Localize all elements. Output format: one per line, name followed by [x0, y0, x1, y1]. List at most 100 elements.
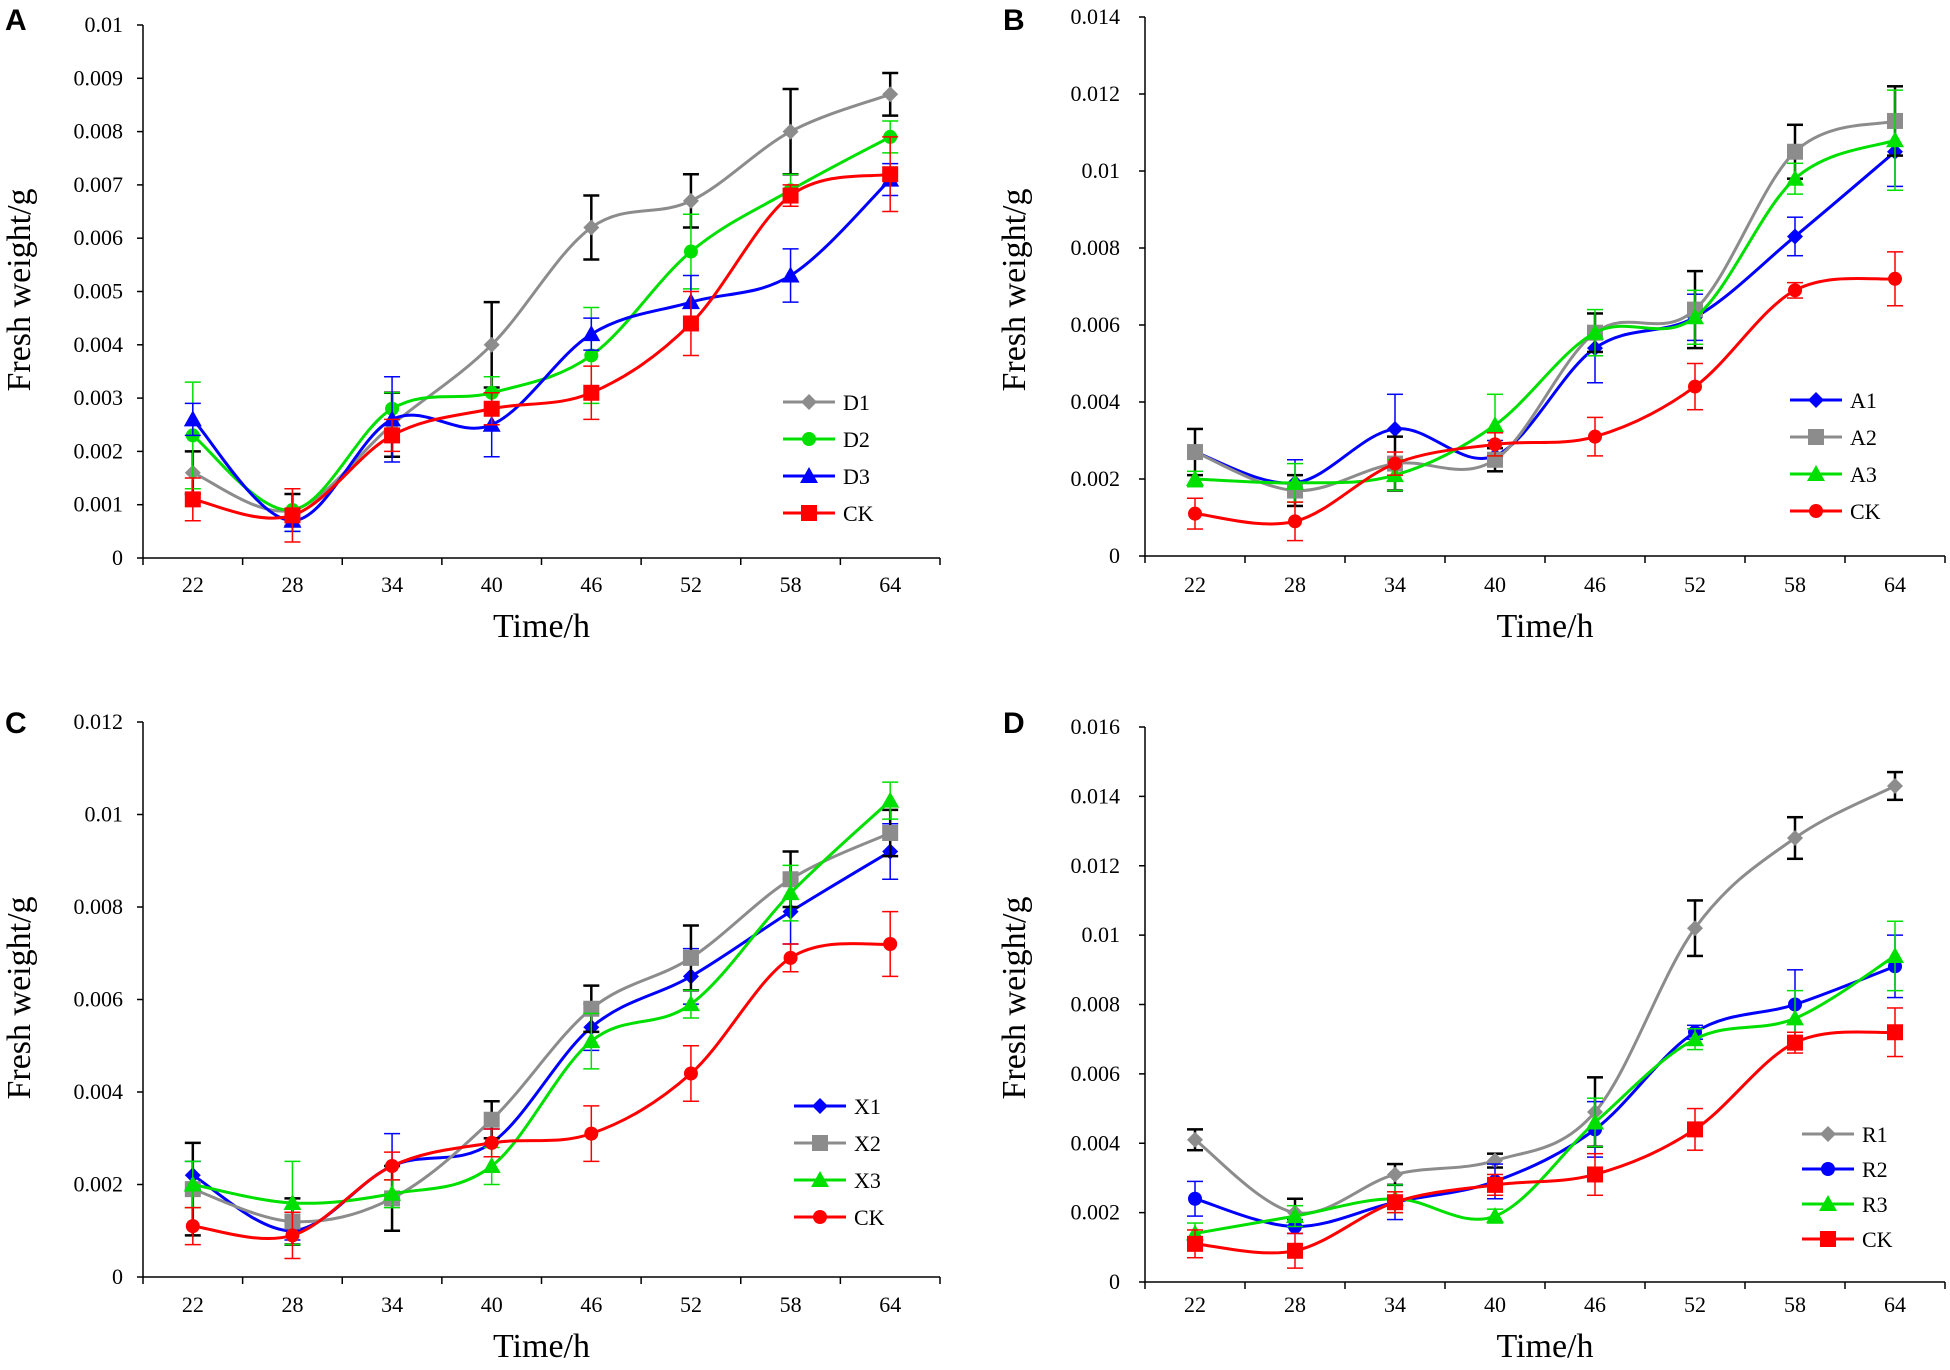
- x-tick-label: 34: [1384, 572, 1406, 597]
- x-tick-label: 22: [182, 572, 204, 597]
- data-point: [781, 884, 800, 901]
- data-point: [1587, 1166, 1603, 1183]
- legend-label: CK: [854, 1205, 885, 1230]
- x-tick-label: 52: [680, 1292, 702, 1317]
- data-point: [783, 950, 798, 965]
- y-tick-label: 0.004: [74, 1079, 124, 1104]
- x-tick-label: 46: [580, 1292, 602, 1317]
- x-tick-label: 40: [481, 572, 503, 597]
- series-line: [1194, 964, 1896, 1229]
- data-point: [1887, 1024, 1903, 1041]
- y-tick-label: 0.016: [1071, 714, 1121, 739]
- series-line: [192, 172, 891, 520]
- legend-entry: A3: [1790, 462, 1877, 487]
- series-line: [1194, 138, 1896, 485]
- series-a3: [1186, 89, 1904, 503]
- y-tick-label: 0.014: [1071, 783, 1121, 808]
- x-tick-label: 22: [182, 1292, 204, 1317]
- series-line: [1194, 119, 1896, 493]
- legend-entry: CK: [783, 501, 874, 526]
- y-tick-label: 0.004: [1071, 389, 1121, 414]
- data-point: [682, 949, 699, 966]
- data-point: [582, 325, 601, 342]
- data-point: [883, 937, 898, 951]
- legend-marker: [801, 505, 817, 521]
- legend-label: D3: [843, 464, 870, 489]
- data-point: [683, 244, 698, 259]
- y-axis-title: Fresh weight/g: [1, 896, 38, 1099]
- x-tick-label: 46: [580, 572, 602, 597]
- data-point: [1687, 920, 1703, 937]
- data-point: [1187, 1235, 1203, 1252]
- series-x3: [183, 781, 900, 1246]
- y-tick-label: 0.001: [74, 492, 124, 517]
- data-point: [1787, 1034, 1803, 1051]
- legend-entry: D1: [783, 390, 870, 415]
- x-tick-label: 22: [1184, 572, 1206, 597]
- legend-entry: R3: [1802, 1192, 1888, 1217]
- chart-panel-c: C 0 0.002 0.004 0.006 0.008 0.01 0.012 22 28 34 40 4…: [1, 707, 941, 1365]
- data-point: [683, 1066, 698, 1081]
- x-tick-label: 28: [1284, 1292, 1306, 1317]
- data-point: [1288, 514, 1302, 529]
- x-axis-title: Time/h: [493, 608, 590, 645]
- legend-label: CK: [843, 501, 874, 526]
- x-tick-label: 40: [1484, 572, 1506, 597]
- data-point: [681, 995, 700, 1012]
- legend-marker: [802, 432, 816, 446]
- data-point: [1387, 1194, 1403, 1211]
- y-tick-label: 0.006: [1071, 1061, 1121, 1086]
- data-point: [1287, 1242, 1303, 1259]
- legend-entry: A2: [1790, 425, 1877, 450]
- data-point: [782, 187, 799, 204]
- data-point: [1886, 946, 1904, 963]
- data-point: [483, 1111, 500, 1128]
- data-point: [383, 1184, 402, 1201]
- legend-entry: A1: [1790, 388, 1877, 413]
- data-point: [1186, 470, 1204, 486]
- x-tick-label: 64: [1884, 572, 1906, 597]
- data-point: [183, 410, 202, 427]
- series-line: [192, 850, 891, 1233]
- y-tick-label: 0.002: [1071, 466, 1121, 491]
- x-tick-label: 58: [780, 1292, 802, 1317]
- x-tick-label: 46: [1584, 1292, 1606, 1317]
- series-line: [1194, 276, 1896, 526]
- legend-marker: [811, 1171, 829, 1187]
- legend-marker: [812, 1098, 828, 1114]
- x-tick-label: 34: [1384, 1292, 1406, 1317]
- series-ck: [1187, 1007, 1903, 1269]
- series-line: [1194, 150, 1896, 485]
- data-point: [1586, 1113, 1604, 1130]
- data-point: [1388, 456, 1402, 471]
- data-point: [782, 123, 799, 140]
- series-ck: [1187, 251, 1903, 542]
- data-point: [584, 1126, 599, 1141]
- data-point: [882, 166, 899, 183]
- data-point: [484, 1135, 499, 1150]
- legend-label: D1: [843, 390, 870, 415]
- x-tick-label: 46: [1584, 572, 1606, 597]
- y-tick-label: 0.002: [1071, 1200, 1121, 1225]
- data-point: [1788, 283, 1802, 298]
- legend-marker: [1807, 465, 1825, 481]
- y-tick-label: 0.003: [74, 385, 124, 410]
- data-point: [1486, 1207, 1504, 1224]
- y-axis-title: Fresh weight/g: [1, 188, 38, 391]
- data-point: [1888, 271, 1902, 286]
- x-tick-label: 34: [381, 572, 403, 597]
- data-point: [183, 1175, 202, 1192]
- data-point: [1686, 308, 1704, 325]
- x-tick-label: 28: [281, 572, 303, 597]
- legend-entry: X3: [794, 1168, 881, 1193]
- legend-entry: R2: [1802, 1157, 1888, 1182]
- y-tick-label: 0.007: [74, 172, 124, 197]
- legend-marker: [801, 394, 817, 410]
- legend-label: A1: [1850, 388, 1877, 413]
- y-tick-label: 0.012: [74, 709, 124, 734]
- data-point: [284, 507, 301, 524]
- x-tick-label: 28: [281, 1292, 303, 1317]
- data-point: [185, 1219, 200, 1234]
- y-tick-label: 0: [1109, 543, 1120, 568]
